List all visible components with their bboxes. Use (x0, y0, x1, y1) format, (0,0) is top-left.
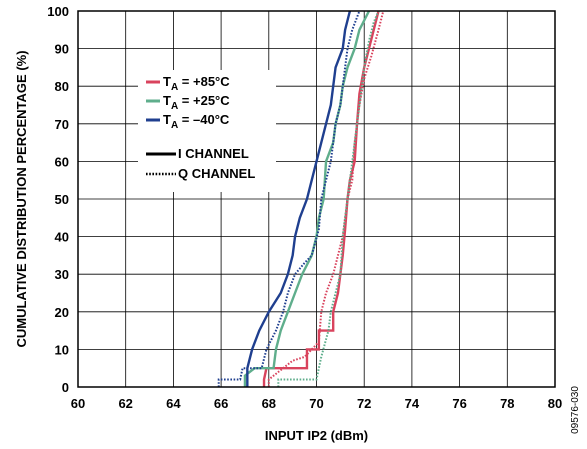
series-line-3 (277, 10, 380, 387)
legend-label-channel-1: Q CHANNEL (178, 166, 255, 181)
x-tick-label: 60 (71, 396, 85, 411)
x-axis-label: INPUT IP2 (dBm) (265, 428, 368, 443)
x-tick-label: 78 (500, 396, 514, 411)
x-tick-label: 80 (548, 396, 562, 411)
y-tick-labels: 0 10 20 30 40 50 60 70 80 90 100 (47, 4, 69, 395)
y-tick-label: 100 (47, 4, 69, 19)
series-line-2 (243, 10, 371, 387)
x-tick-label: 62 (118, 396, 132, 411)
series-lines (217, 10, 385, 387)
y-tick-label: 60 (55, 154, 69, 169)
series-line-4 (246, 10, 352, 387)
y-tick-label: 20 (55, 305, 69, 320)
y-tick-label: 70 (55, 117, 69, 132)
y-axis-label: CUMULATIVE DISTRIBUTION PERCENTAGE (%) (14, 50, 29, 347)
x-tick-label: 74 (405, 396, 420, 411)
legend-label-channel-0: I CHANNEL (178, 146, 249, 161)
legend-label-temp-2: TA = –40°C (163, 112, 230, 131)
x-tick-label: 70 (309, 396, 323, 411)
figure-id: 09576-030 (570, 386, 581, 434)
y-tick-label: 80 (55, 79, 69, 94)
legend-background (138, 70, 276, 192)
x-tick-label: 72 (357, 396, 371, 411)
legend-label-temp-1: TA = +25°C (163, 93, 230, 112)
y-tick-label: 30 (55, 267, 69, 282)
x-tick-label: 68 (262, 396, 276, 411)
legend: TA = +85°CTA = +25°CTA = –40°C I CHANNEL Q… (138, 70, 276, 192)
plot-frame (77, 10, 556, 388)
y-tick-label: 90 (55, 42, 69, 57)
x-tick-label: 64 (166, 396, 181, 411)
x-tick-label: 66 (214, 396, 228, 411)
y-tick-label: 0 (62, 380, 69, 395)
x-tick-label: 76 (452, 396, 466, 411)
grid (78, 11, 555, 387)
x-tick-labels: 60 62 64 66 68 70 72 74 76 78 80 (71, 396, 562, 411)
y-tick-label: 10 (55, 342, 69, 357)
y-tick-label: 40 (55, 230, 69, 245)
y-tick-label: 50 (55, 192, 69, 207)
legend-label-temp-0: TA = +85°C (163, 74, 230, 93)
series-line-1 (267, 10, 385, 387)
